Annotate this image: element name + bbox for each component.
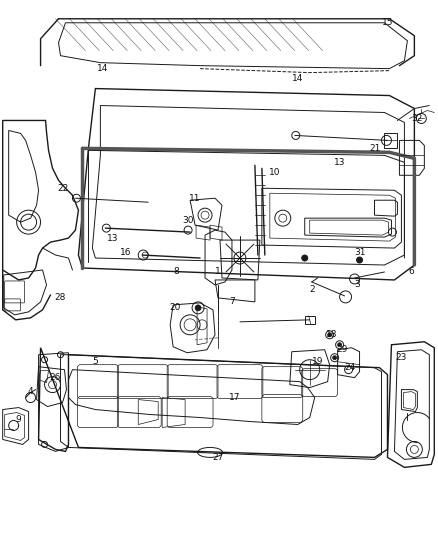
Text: 3: 3 (355, 280, 360, 289)
Circle shape (357, 257, 363, 263)
Text: 8: 8 (173, 268, 179, 277)
Circle shape (332, 356, 337, 360)
Text: 1: 1 (215, 268, 221, 277)
Text: 20: 20 (170, 303, 181, 312)
Text: 31: 31 (354, 247, 365, 256)
Circle shape (195, 305, 201, 311)
Text: 14: 14 (97, 64, 108, 73)
Text: 29: 29 (336, 345, 347, 354)
Text: 5: 5 (92, 357, 98, 366)
Text: 32: 32 (412, 114, 423, 123)
Text: 24: 24 (344, 363, 355, 372)
Text: 11: 11 (189, 193, 201, 203)
Text: 21: 21 (370, 144, 381, 153)
Text: 9: 9 (16, 415, 21, 424)
Text: 10: 10 (269, 168, 281, 177)
Circle shape (302, 255, 308, 261)
Text: 13: 13 (334, 158, 346, 167)
Text: 6: 6 (409, 268, 414, 277)
Text: 13: 13 (106, 233, 118, 243)
Text: 19: 19 (312, 357, 323, 366)
Circle shape (338, 343, 342, 347)
Text: 15: 15 (381, 18, 393, 27)
Text: 28: 28 (55, 293, 66, 302)
Circle shape (328, 333, 332, 337)
Text: 2: 2 (309, 286, 314, 294)
Text: 26: 26 (50, 373, 61, 382)
Text: 30: 30 (182, 216, 194, 224)
Text: 18: 18 (326, 330, 337, 340)
Text: 17: 17 (229, 393, 241, 402)
Text: 7: 7 (229, 297, 235, 306)
Text: 16: 16 (120, 247, 131, 256)
Text: 22: 22 (57, 184, 68, 193)
Text: 4: 4 (28, 387, 33, 396)
Text: 23: 23 (396, 353, 407, 362)
Text: 27: 27 (212, 453, 224, 462)
Text: 14: 14 (292, 74, 304, 83)
